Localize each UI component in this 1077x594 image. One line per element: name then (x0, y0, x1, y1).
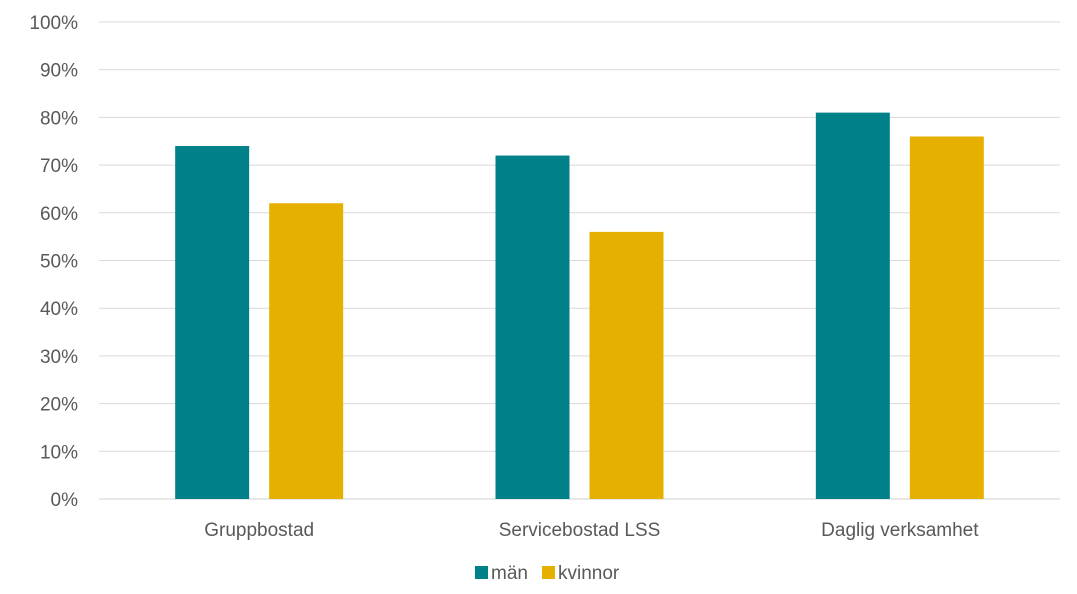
legend-label: kvinnor (558, 563, 620, 584)
x-category-label: Daglig verksamhet (821, 520, 979, 541)
bar-man-1 (495, 155, 570, 499)
y-tick-label: 80% (40, 108, 78, 129)
y-tick-label: 70% (40, 156, 78, 177)
y-tick-label: 10% (40, 442, 78, 463)
x-category-label: Gruppbostad (204, 520, 314, 541)
y-tick-label: 0% (51, 490, 79, 511)
y-tick-label: 90% (40, 61, 78, 82)
legend-label: män (491, 563, 528, 584)
bar-man-0 (175, 146, 250, 499)
y-tick-label: 100% (29, 13, 78, 34)
bar-kvinnor-2 (909, 136, 984, 500)
y-tick-label: 20% (40, 395, 78, 416)
y-tick-label: 60% (40, 204, 78, 225)
legend: män kvinnor (475, 563, 620, 584)
y-axis-tick-labels: 0% 10% 20% 30% 40% 50% 60% 70% 80% 90% 100% (29, 13, 78, 511)
x-axis-category-labels: Gruppbostad Servicebostad LSS Daglig verks… (204, 520, 979, 541)
bar-kvinnor-1 (589, 231, 664, 499)
x-category-label: Servicebostad LSS (499, 520, 661, 541)
bar-man-2 (815, 112, 890, 499)
legend-swatch (475, 566, 488, 579)
legend-swatch (541, 566, 555, 579)
y-tick-label: 40% (40, 299, 78, 320)
gridlines (99, 21, 1060, 500)
y-tick-label: 50% (40, 252, 78, 273)
y-tick-label: 30% (40, 347, 78, 368)
bars (175, 112, 984, 500)
bar-kvinnor-0 (269, 203, 344, 499)
